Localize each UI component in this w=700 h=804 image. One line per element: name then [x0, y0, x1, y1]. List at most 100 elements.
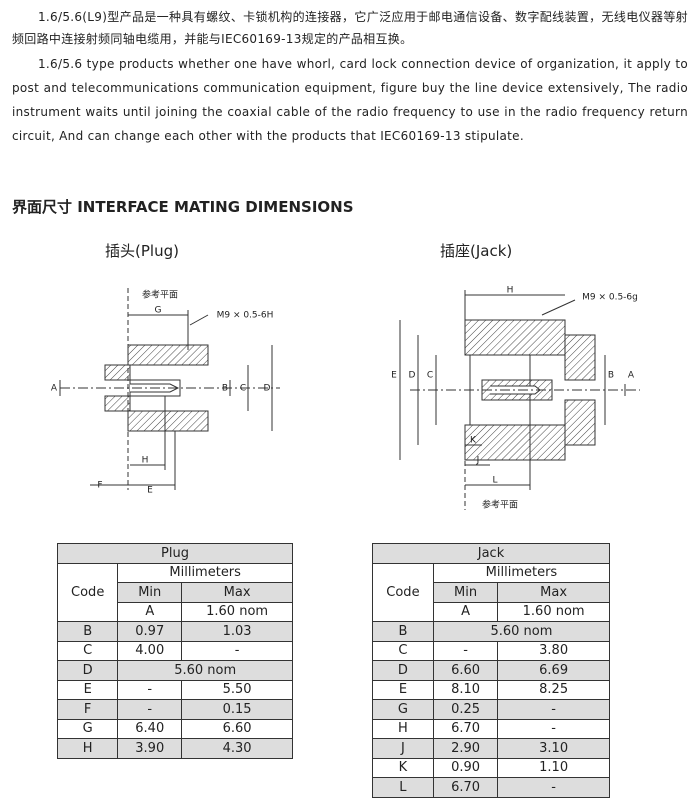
thread: M9 × 0.5-6g: [582, 293, 638, 303]
table-cell: Millimeters: [432, 562, 611, 583]
table-cell: 1.60 nom: [497, 601, 610, 622]
table-cell: C: [372, 640, 434, 661]
dim: F: [97, 481, 102, 491]
table-row: F -0.15: [56, 699, 293, 720]
table-row: E -5.50: [56, 679, 293, 700]
intro-cn: 1.6/5.6(L9)型产品是一种具有螺纹、卡锁机构的连接器，它广泛应用于邮电通…: [12, 10, 688, 46]
table-cell: Min: [432, 582, 499, 603]
table-cell: G: [56, 718, 119, 739]
dim: H: [507, 286, 514, 296]
table-cell: H: [372, 718, 434, 739]
table-cell: E: [372, 679, 434, 700]
table-row: Min Max: [58, 582, 293, 603]
dim: K: [470, 436, 477, 446]
table-row: Min Max: [373, 582, 610, 603]
table-cell: -: [497, 718, 610, 739]
dim: E: [147, 486, 153, 496]
table-cell: F: [56, 699, 119, 720]
table-cell: 2.90: [432, 738, 499, 759]
table-cell: 8.10: [432, 679, 499, 700]
table-row: D 6.60 6.69: [372, 660, 610, 681]
intro-en: 1.6/5.6 type products whether one have w…: [12, 57, 688, 143]
table-cell: 0.97: [117, 621, 183, 642]
table-row: E 8.10 8.25: [372, 679, 610, 700]
table-cell: Plug: [57, 543, 293, 564]
table-row: A 1.60 nom: [373, 601, 610, 622]
table-cell: 3.10: [497, 738, 610, 759]
dim: A: [51, 384, 58, 394]
table-cell: B: [56, 621, 119, 642]
table-cell: C: [56, 640, 119, 661]
table-cell: 6.69: [497, 660, 610, 681]
table-cell: Min: [117, 582, 183, 603]
table-row: G 0.25-: [372, 699, 610, 720]
table-cell: Code: [372, 562, 434, 622]
table-cell: 5.60 nom: [432, 621, 611, 642]
table-row: B 5.60 nom: [372, 621, 611, 642]
table-row: C 4.00-: [56, 640, 293, 661]
table-cell: 0.90: [432, 757, 499, 778]
table-cell: A: [432, 601, 499, 622]
table-cell: 6.60: [181, 718, 293, 739]
table-row: H 6.70-: [372, 718, 610, 739]
dim: D: [409, 371, 416, 381]
table-cell: -: [497, 777, 610, 798]
plug-title: 插头(Plug): [105, 242, 179, 260]
table-row: J 2.90 3.10: [372, 738, 610, 759]
dim: H: [142, 456, 149, 466]
table-row: Code Millimeters: [372, 562, 611, 622]
table-row: Jack: [372, 543, 610, 564]
table-cell: A: [117, 601, 183, 622]
dim: D: [264, 384, 271, 394]
dim: A: [628, 371, 635, 381]
table-cell: J: [372, 738, 434, 759]
dim: J: [476, 456, 480, 466]
table-cell: 5.50: [181, 679, 293, 700]
table-row: Code Millimeters: [56, 562, 293, 622]
jack-title: 插座(Jack): [440, 242, 513, 260]
dim: G: [155, 306, 162, 316]
table-cell: Jack: [372, 543, 610, 564]
dim: C: [240, 384, 246, 394]
table-row: L 6.70-: [372, 777, 610, 798]
dim: B: [608, 371, 614, 381]
table-cell: 3.90: [117, 738, 183, 759]
table-cell: -: [181, 640, 293, 661]
table-row: H 3.90 4.30: [56, 738, 293, 759]
table-row: Plug: [57, 543, 293, 564]
table-cell: L: [372, 777, 434, 798]
table-cell: 0.25: [432, 699, 499, 720]
plug-drawing: 参考平面 G M9 × 0.5-6H A B C D H F E: [51, 288, 280, 496]
table-cell: -: [432, 640, 499, 661]
table-row: K 0.90 1.10: [372, 757, 610, 778]
table-cell: -: [117, 679, 183, 700]
dim: B: [222, 384, 228, 394]
table-cell: 1.10: [497, 757, 610, 778]
table-cell: D: [56, 660, 119, 681]
ref-plane: 参考平面: [142, 289, 178, 301]
section-title: 界面尺寸 INTERFACE MATING DIMENSIONS: [12, 198, 354, 216]
table-cell: K: [372, 757, 434, 778]
table-cell: 6.60: [432, 660, 499, 681]
table-cell: 1.03: [181, 621, 293, 642]
table-cell: -: [117, 699, 183, 720]
table-cell: E: [56, 679, 119, 700]
table-row: A 1.60 nom: [58, 601, 293, 622]
table-cell: Millimeters: [117, 562, 293, 583]
table-row: D 5.60 nom: [56, 660, 293, 681]
table-cell: G: [372, 699, 434, 720]
table-row: B 0.97 1.03: [56, 621, 293, 642]
dim: C: [427, 371, 433, 381]
table-cell: 6.70: [432, 718, 499, 739]
table-cell: D: [372, 660, 434, 681]
table-cell: 3.80: [497, 640, 610, 661]
table-cell: H: [56, 738, 119, 759]
table-cell: Code: [56, 562, 119, 622]
plug-table: Plug Code Millimeters Min Max A 1.60 nom B 0.97 1…: [56, 543, 293, 759]
table-cell: 5.60 nom: [117, 660, 293, 681]
table-cell: 6.40: [117, 718, 183, 739]
table-cell: Max: [181, 582, 293, 603]
table-cell: Max: [497, 582, 610, 603]
table-cell: 1.60 nom: [181, 601, 293, 622]
